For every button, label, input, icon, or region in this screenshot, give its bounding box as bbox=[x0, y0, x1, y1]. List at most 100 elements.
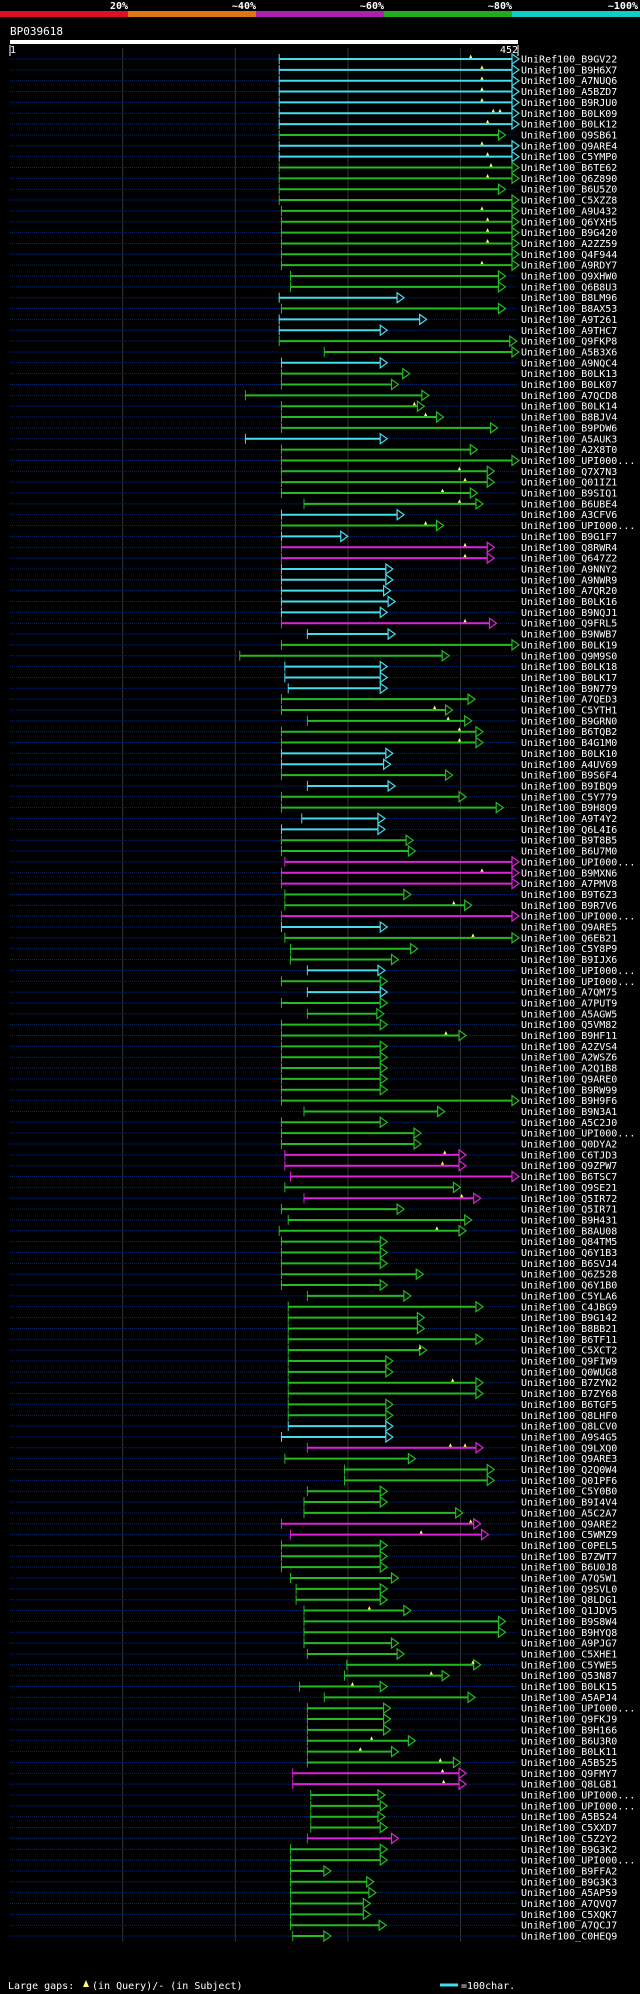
hit-row[interactable]: UniRef100_B9T6Z3 bbox=[10, 888, 617, 901]
hit-label[interactable]: UniRef100_B9NWB7 bbox=[521, 630, 617, 641]
hit-label[interactable]: UniRef100_C5Y779 bbox=[521, 792, 617, 803]
hit-row[interactable]: UniRef100_Q9SB61 bbox=[10, 128, 617, 142]
hit-label[interactable]: UniRef100_C5YLA6 bbox=[521, 1291, 617, 1302]
hit-row[interactable]: UniRef100_A5AUK3 bbox=[10, 432, 617, 446]
hit-label[interactable]: UniRef100_Q9FIW9 bbox=[521, 1357, 617, 1368]
hit-label[interactable]: UniRef100_Q5IR72 bbox=[521, 1194, 617, 1205]
hit-label[interactable]: UniRef100_UPI000... bbox=[521, 966, 635, 977]
hit-label[interactable]: UniRef100_B8AX53 bbox=[521, 304, 617, 315]
hit-label[interactable]: UniRef100_Q647Z2 bbox=[521, 554, 617, 565]
hit-row[interactable]: UniRef100_A4UV69 bbox=[10, 758, 617, 771]
hit-label[interactable]: UniRef100_A9RDY7 bbox=[521, 261, 617, 272]
hit-row[interactable]: UniRef100_B9H6X7 bbox=[10, 63, 617, 77]
hit-row[interactable]: UniRef100_B0LK18 bbox=[10, 660, 617, 674]
hit-row[interactable]: UniRef100_UPI000... bbox=[10, 909, 635, 923]
hit-label[interactable]: UniRef100_B6SVJ4 bbox=[521, 1259, 617, 1270]
hit-label[interactable]: UniRef100_Q6YXH5 bbox=[521, 217, 617, 228]
hit-label[interactable]: UniRef100_C5XXD7 bbox=[521, 1823, 617, 1834]
hit-row[interactable]: UniRef100_Q0DYA2 bbox=[10, 1137, 617, 1151]
hit-label[interactable]: UniRef100_Q6EB21 bbox=[521, 933, 617, 944]
hit-label[interactable]: UniRef100_Q5VM82 bbox=[521, 1020, 617, 1031]
hit-label[interactable]: UniRef100_B9GV22 bbox=[521, 55, 617, 66]
hit-row[interactable]: UniRef100_B9R7V6 bbox=[10, 899, 617, 912]
hit-row[interactable]: UniRef100_Q84TM5 bbox=[10, 1235, 617, 1249]
hit-row[interactable]: UniRef100_A5C2J0 bbox=[10, 1116, 617, 1129]
hit-label[interactable]: UniRef100_B9PDW6 bbox=[521, 423, 617, 434]
hit-label[interactable]: UniRef100_A5C2A7 bbox=[521, 1508, 617, 1519]
hit-row[interactable]: UniRef100_Q5IR72 bbox=[10, 1192, 617, 1205]
hit-label[interactable]: UniRef100_B9H9F6 bbox=[521, 1096, 617, 1107]
hit-row[interactable]: UniRef100_B6U7M0 bbox=[10, 844, 617, 858]
hit-label[interactable]: UniRef100_C5YWE5 bbox=[521, 1660, 617, 1671]
hit-row[interactable]: UniRef100_Q8LGB1 bbox=[10, 1777, 617, 1791]
hit-label[interactable]: UniRef100_B8BB21 bbox=[521, 1324, 617, 1335]
hit-label[interactable]: UniRef100_B6U0J8 bbox=[521, 1563, 617, 1574]
hit-label[interactable]: UniRef100_B0LK19 bbox=[521, 640, 617, 651]
hit-row[interactable]: UniRef100_Q6Z528 bbox=[10, 1268, 617, 1281]
hit-label[interactable]: UniRef100_Q9FKJ9 bbox=[521, 1715, 617, 1726]
hit-label[interactable]: UniRef100_A2WSZ6 bbox=[521, 1053, 617, 1064]
hit-row[interactable]: UniRef100_B9GV22 bbox=[10, 52, 617, 66]
hit-row[interactable]: UniRef100_B6TE62 bbox=[10, 161, 617, 175]
hit-row[interactable]: UniRef100_Q6EB21 bbox=[10, 931, 617, 945]
hit-row[interactable]: UniRef100_C5YTH1 bbox=[10, 703, 617, 717]
hit-label[interactable]: UniRef100_Q9XHW0 bbox=[521, 272, 617, 283]
hit-row[interactable]: UniRef100_UPI000... bbox=[10, 1853, 635, 1867]
hit-label[interactable]: UniRef100_B9I4V4 bbox=[521, 1498, 617, 1509]
hit-row[interactable]: UniRef100_UPI000... bbox=[10, 1702, 635, 1715]
hit-label[interactable]: UniRef100_B0LK09 bbox=[521, 109, 617, 120]
hit-label[interactable]: UniRef100_UPI000... bbox=[521, 1704, 635, 1715]
hit-label[interactable]: UniRef100_C5Z2Y2 bbox=[521, 1834, 617, 1845]
hit-row[interactable]: UniRef100_Q01PF6 bbox=[10, 1474, 617, 1487]
hit-label[interactable]: UniRef100_Q01IZ1 bbox=[521, 478, 617, 489]
hit-row[interactable]: UniRef100_A9PJG7 bbox=[10, 1636, 617, 1650]
hit-row[interactable]: UniRef100_A9S4G5 bbox=[10, 1430, 617, 1444]
hit-row[interactable]: UniRef100_B9IBQ9 bbox=[10, 779, 617, 793]
hit-label[interactable]: UniRef100_B9R7V6 bbox=[521, 901, 617, 912]
hit-label[interactable]: UniRef100_A5AP59 bbox=[521, 1888, 617, 1899]
hit-label[interactable]: UniRef100_B7ZWT7 bbox=[521, 1552, 617, 1563]
hit-row[interactable]: UniRef100_B9G3K2 bbox=[10, 1843, 617, 1856]
hit-label[interactable]: UniRef100_A7PUT9 bbox=[521, 998, 617, 1009]
hit-label[interactable]: UniRef100_B0LK14 bbox=[521, 402, 617, 413]
hit-row[interactable]: UniRef100_UPI000... bbox=[10, 964, 635, 977]
hit-label[interactable]: UniRef100_B9HYQ8 bbox=[521, 1628, 617, 1639]
hit-label[interactable]: UniRef100_Q9FKP8 bbox=[521, 337, 617, 348]
hit-row[interactable]: UniRef100_B6TSC7 bbox=[10, 1170, 617, 1184]
hit-label[interactable]: UniRef100_B0LK16 bbox=[521, 597, 617, 608]
hit-label[interactable]: UniRef100_Q9SVL0 bbox=[521, 1584, 617, 1595]
hit-label[interactable]: UniRef100_Q8LGB1 bbox=[521, 1780, 617, 1791]
hit-row[interactable]: UniRef100_C5XXD7 bbox=[10, 1821, 617, 1835]
hit-row[interactable]: UniRef100_A5APJ4 bbox=[10, 1691, 617, 1704]
hit-row[interactable]: UniRef100_A5B525 bbox=[10, 1756, 617, 1769]
hit-label[interactable]: UniRef100_B9IBQ9 bbox=[521, 781, 617, 792]
hit-row[interactable]: UniRef100_UPI000... bbox=[10, 1126, 635, 1140]
hit-row[interactable]: UniRef100_B9S6F4 bbox=[10, 768, 617, 782]
hit-row[interactable]: UniRef100_C5Z2Y2 bbox=[10, 1832, 617, 1845]
hit-label[interactable]: UniRef100_B9FFA2 bbox=[521, 1866, 617, 1877]
hit-label[interactable]: UniRef100_A2ZZ59 bbox=[521, 239, 617, 250]
hit-label[interactable]: UniRef100_Q8LCV0 bbox=[521, 1422, 617, 1433]
hit-row[interactable]: UniRef100_B4G1M0 bbox=[10, 736, 617, 750]
hit-label[interactable]: UniRef100_UPI000... bbox=[521, 1791, 635, 1802]
hit-row[interactable]: UniRef100_A7QVQ7 bbox=[10, 1897, 617, 1911]
hit-row[interactable]: UniRef100_A5AGW5 bbox=[10, 1007, 617, 1021]
hit-row[interactable]: UniRef100_B8BJV4 bbox=[10, 410, 617, 424]
hit-row[interactable]: UniRef100_Q9FMY7 bbox=[10, 1767, 617, 1780]
hit-label[interactable]: UniRef100_B9G3K2 bbox=[521, 1845, 617, 1856]
hit-row[interactable]: UniRef100_UPI000... bbox=[10, 519, 635, 533]
hit-label[interactable]: UniRef100_C5XZZ8 bbox=[521, 196, 617, 207]
hit-row[interactable]: UniRef100_B9GRN0 bbox=[10, 714, 617, 728]
hit-label[interactable]: UniRef100_A4UV69 bbox=[521, 760, 617, 771]
hit-label[interactable]: UniRef100_B9RJU0 bbox=[521, 98, 617, 109]
hit-label[interactable]: UniRef100_A9NNY2 bbox=[521, 564, 617, 575]
hit-label[interactable]: UniRef100_A9T261 bbox=[521, 315, 617, 326]
hit-row[interactable]: UniRef100_Q9FKJ9 bbox=[10, 1712, 617, 1726]
hit-label[interactable]: UniRef100_Q9LXQ0 bbox=[521, 1443, 617, 1454]
hit-row[interactable]: UniRef100_Q6B8U3 bbox=[10, 280, 617, 294]
hit-label[interactable]: UniRef100_B9MXN6 bbox=[521, 868, 617, 879]
hit-row[interactable]: UniRef100_A7NUQ6 bbox=[10, 74, 617, 88]
hit-label[interactable]: UniRef100_C5Y8P9 bbox=[521, 944, 617, 955]
hit-label[interactable]: UniRef100_B6UBE4 bbox=[521, 499, 617, 510]
hit-row[interactable]: UniRef100_A7QCD8 bbox=[10, 389, 617, 402]
